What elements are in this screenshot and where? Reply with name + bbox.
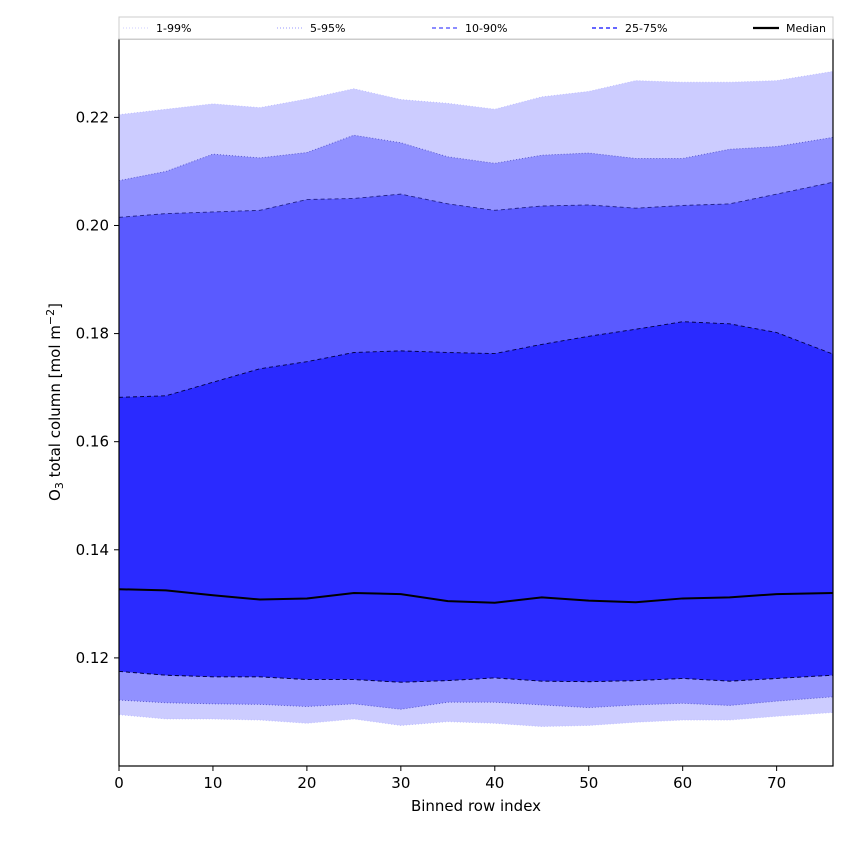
- x-tick-label: 70: [767, 774, 786, 792]
- legend-box: [118, 16, 834, 40]
- band-layer: [119, 71, 833, 727]
- legend-label: 5-95%: [310, 22, 345, 35]
- y-tick-label: 0.12: [76, 649, 109, 667]
- y-tick-label: 0.20: [76, 216, 109, 234]
- x-tick-label: 30: [391, 774, 410, 792]
- x-tick-label: 0: [114, 774, 124, 792]
- x-tick-label: 40: [485, 774, 504, 792]
- band-25-75: [119, 321, 833, 683]
- median-line: [118, 588, 834, 604]
- x-tick-label: 10: [203, 774, 222, 792]
- y-tick-label: 0.18: [76, 325, 109, 343]
- legend: 1-99% 5-95% 10-90% 25-75% Median: [118, 16, 834, 40]
- legend-label: 25-75%: [625, 22, 667, 35]
- band-25-75-lower-line: [118, 670, 834, 683]
- y-tick-label: 0.16: [76, 433, 109, 451]
- legend-label: Median: [786, 22, 826, 35]
- band-25-75-upper-line: [118, 321, 834, 398]
- x-axis: 0 10 20 30 40 50 60 70: [114, 766, 786, 792]
- legend-label: 1-99%: [156, 22, 191, 35]
- band-10-90-upper-line: [118, 181, 834, 218]
- y-tick-label: 0.22: [76, 108, 109, 126]
- y-axis: 0.12 0.14 0.16 0.18 0.20 0.22: [76, 108, 119, 667]
- line-layer: [118, 70, 834, 727]
- band-5-95-lower-line: [118, 696, 834, 710]
- x-tick-label: 60: [673, 774, 692, 792]
- y-axis-label: O3 total column [mol m−2]: [44, 303, 66, 501]
- band-1-99-lower-line: [118, 712, 834, 727]
- x-tick-label: 50: [579, 774, 598, 792]
- band-1-99-upper-line: [118, 70, 834, 116]
- y-tick-label: 0.14: [76, 541, 109, 559]
- x-axis-label: Binned row index: [411, 797, 541, 815]
- x-tick-label: 20: [297, 774, 316, 792]
- legend-label: 10-90%: [465, 22, 507, 35]
